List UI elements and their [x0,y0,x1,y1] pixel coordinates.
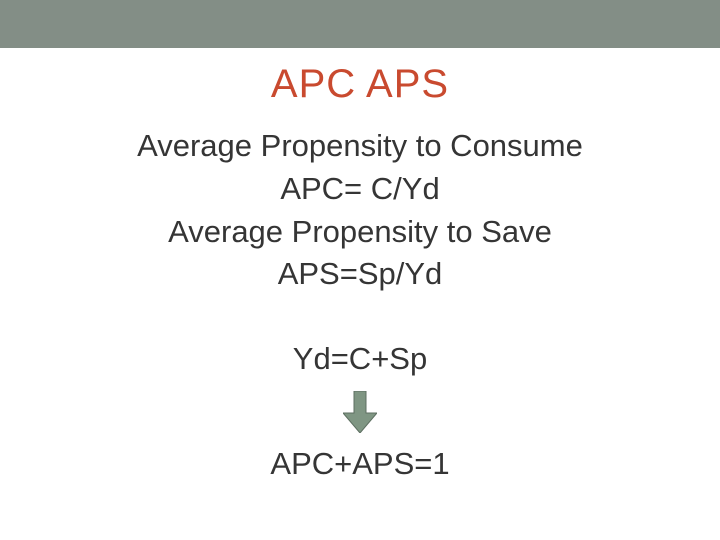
text-line-4: APS=Sp/Yd [0,253,720,296]
text-line-6: APC+APS=1 [0,443,720,486]
slide-content: APC APS Average Propensity to Consume AP… [0,62,720,486]
slide-title: APC APS [0,62,720,107]
text-line-2: APC= C/Yd [0,168,720,211]
down-arrow-icon [343,391,377,433]
text-line-5: Yd=C+Sp [0,338,720,381]
text-line-3: Average Propensity to Save [0,211,720,254]
text-line-1: Average Propensity to Consume [0,125,720,168]
spacer [0,296,720,338]
header-bar [0,0,720,48]
